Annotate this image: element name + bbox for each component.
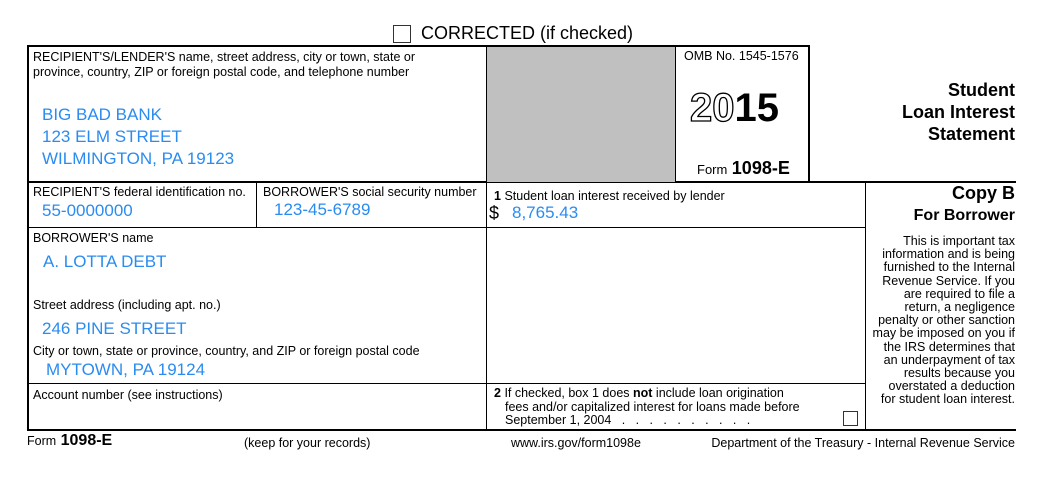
box2-line: fees and/or capitalized interest for loa…	[505, 399, 800, 414]
borrower-name: A. LOTTA DEBT	[43, 252, 167, 271]
corrected-checkbox[interactable]	[393, 25, 411, 43]
box2-text: If checked, box 1 does	[504, 386, 633, 400]
corrected-label: CORRECTED (if checked)	[421, 23, 634, 43]
recipient-address: BIG BAD BANK 123 ELM STREET WILMINGTON, PA…	[42, 104, 234, 170]
divider	[27, 383, 866, 384]
divider	[27, 45, 809, 47]
footer-form: Form 1098-E	[27, 432, 112, 450]
year-prefix: 20	[689, 85, 735, 130]
tax-year: 2015	[689, 85, 780, 131]
title-line: Student	[948, 80, 1015, 100]
borrower-name-label: BORROWER'S name	[33, 231, 154, 245]
box1-text: Student loan interest received by lender	[504, 189, 725, 203]
recipient-id-label: RECIPIENT'S federal identification no.	[33, 185, 246, 199]
divider	[675, 45, 676, 182]
copy-title: Copy B	[952, 183, 1015, 203]
borrower-street: 246 PINE STREET	[42, 319, 187, 338]
box2-line: September 1, 2004	[505, 413, 612, 427]
box2-checkbox[interactable]	[843, 411, 858, 426]
recipient-name: BIG BAD BANK	[42, 105, 162, 124]
borrower-ssn-value: 123-45-6789	[274, 200, 371, 219]
divider	[808, 45, 810, 182]
divider	[865, 182, 866, 431]
box2-label: 2 If checked, box 1 does not include loa…	[494, 386, 800, 428]
copy-subtitle: For Borrower	[913, 207, 1015, 224]
recipient-street: 123 ELM STREET	[42, 127, 182, 146]
currency-symbol: $	[489, 203, 500, 223]
form-title: Student Loan Interest Statement	[902, 79, 1015, 145]
form-prefix: Form	[697, 162, 728, 177]
box1-label: 1 Student loan interest received by lend…	[494, 189, 725, 204]
omb-number: OMB No. 1545-1576	[684, 49, 799, 63]
footer-form-number: 1098-E	[60, 432, 113, 449]
city-label: City or town, state or province, country…	[33, 344, 420, 358]
box2-bold: not	[633, 386, 653, 400]
department: Department of the Treasury - Internal Re…	[711, 436, 1015, 450]
street-label: Street address (including apt. no.)	[33, 298, 221, 312]
recipient-label-line: RECIPIENT'S/LENDER'S name, street addres…	[33, 50, 415, 64]
recipient-label: RECIPIENT'S/LENDER'S name, street addres…	[33, 50, 415, 80]
box1-value: 8,765.43	[512, 203, 579, 222]
borrower-city: MYTOWN, PA 19124	[46, 360, 206, 379]
copy-notice: This is important tax information and is…	[872, 234, 1015, 407]
box1-number: 1	[494, 189, 501, 203]
title-line: Statement	[927, 124, 1015, 144]
leader-dots: . . . . . . . . . .	[621, 413, 751, 427]
recipient-id-value: 55-0000000	[42, 201, 133, 220]
keep-note: (keep for your records)	[244, 436, 371, 450]
divider	[486, 45, 487, 431]
footer-form-prefix: Form	[27, 434, 57, 448]
form-number: 1098-E	[731, 158, 790, 178]
title-line: Loan Interest	[901, 102, 1015, 122]
divider	[27, 227, 866, 228]
divider	[27, 181, 1016, 183]
borrower-ssn-label: BORROWER'S social security number	[263, 185, 477, 199]
recipient-city: WILMINGTON, PA 19123	[42, 149, 235, 168]
shaded-area	[487, 47, 675, 182]
account-label: Account number (see instructions)	[33, 388, 223, 402]
divider	[27, 45, 29, 431]
box2-number: 2	[494, 386, 501, 400]
box2-text: include loan origination	[652, 386, 784, 400]
divider	[27, 429, 1016, 431]
form-label: Form 1098-E	[697, 158, 790, 179]
irs-url[interactable]: www.irs.gov/form1098e	[511, 436, 641, 450]
recipient-label-line: province, country, ZIP or foreign postal…	[33, 65, 410, 79]
year-suffix: 15	[734, 86, 780, 130]
divider	[256, 182, 257, 228]
